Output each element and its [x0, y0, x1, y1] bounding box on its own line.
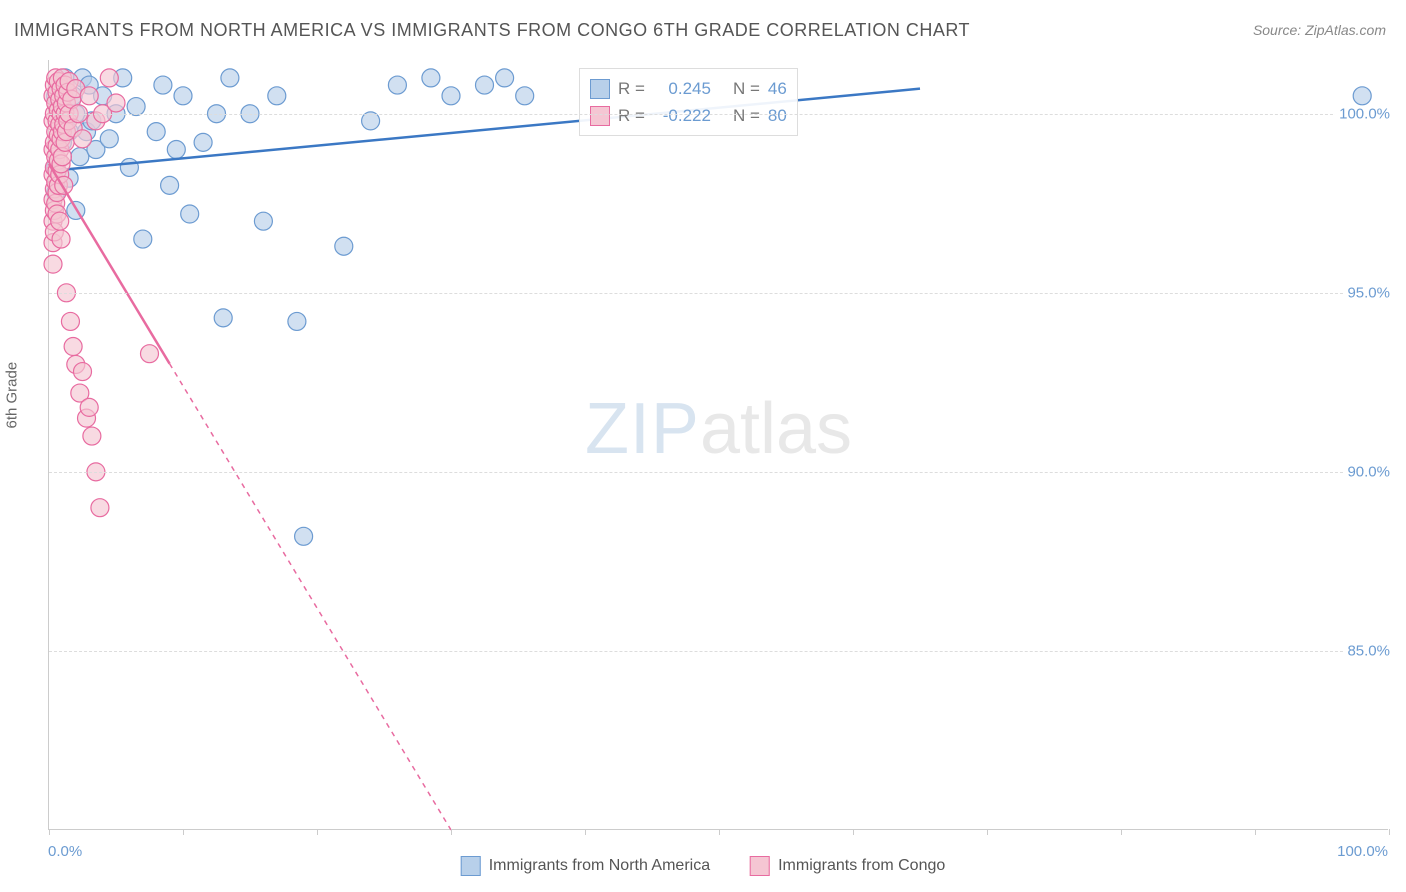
- data-point: [161, 176, 179, 194]
- x-tick: [1121, 829, 1122, 835]
- data-point: [167, 141, 185, 159]
- n-label: N =: [733, 102, 760, 129]
- data-point: [80, 87, 98, 105]
- data-point: [100, 130, 118, 148]
- data-point: [64, 338, 82, 356]
- gridline: [49, 472, 1388, 473]
- data-point: [516, 87, 534, 105]
- data-point: [91, 499, 109, 517]
- x-tick: [1255, 829, 1256, 835]
- data-point: [422, 69, 440, 87]
- data-point: [288, 312, 306, 330]
- stats-row: R = -0.222 N = 80: [590, 102, 787, 129]
- data-point: [100, 69, 118, 87]
- data-point: [194, 133, 212, 151]
- x-axis-max-label: 100.0%: [1337, 843, 1388, 860]
- x-tick: [987, 829, 988, 835]
- gridline: [49, 293, 1388, 294]
- data-point: [147, 123, 165, 141]
- y-tick-label: 85.0%: [1343, 642, 1390, 659]
- chart-title: IMMIGRANTS FROM NORTH AMERICA VS IMMIGRA…: [14, 20, 970, 41]
- data-point: [83, 427, 101, 445]
- bottom-legend: Immigrants from North America Immigrants …: [461, 856, 946, 876]
- n-value: 80: [768, 102, 787, 129]
- x-tick: [451, 829, 452, 835]
- legend-label: Immigrants from North America: [489, 857, 710, 875]
- data-point: [134, 230, 152, 248]
- r-label: R =: [618, 75, 645, 102]
- x-tick: [49, 829, 50, 835]
- data-point: [174, 87, 192, 105]
- data-point: [154, 76, 172, 94]
- plot-region: ZIPatlas R = 0.245N = 46R = -0.222N = 80…: [48, 60, 1388, 830]
- data-point: [52, 230, 70, 248]
- legend-item: Immigrants from North America: [461, 856, 710, 876]
- x-tick: [183, 829, 184, 835]
- source-attribution: Source: ZipAtlas.com: [1253, 22, 1386, 38]
- legend-item: Immigrants from Congo: [750, 856, 945, 876]
- data-point: [442, 87, 460, 105]
- data-point: [388, 76, 406, 94]
- stats-legend: R = 0.245 N = 46 R = -0.222 N = 80: [579, 68, 798, 136]
- data-point: [141, 345, 159, 363]
- plot-svg: [49, 60, 1388, 829]
- data-point: [221, 69, 239, 87]
- legend-label: Immigrants from Congo: [778, 857, 945, 875]
- data-point: [335, 237, 353, 255]
- data-point: [74, 130, 92, 148]
- data-point: [107, 94, 125, 112]
- data-point: [496, 69, 514, 87]
- gridline: [49, 651, 1388, 652]
- legend-swatch: [590, 79, 610, 99]
- data-point: [181, 205, 199, 223]
- n-label: N =: [733, 75, 760, 102]
- stats-row: R = 0.245 N = 46: [590, 75, 787, 102]
- data-point: [295, 527, 313, 545]
- gridline: [49, 114, 1388, 115]
- data-point: [214, 309, 232, 327]
- data-point: [120, 158, 138, 176]
- legend-swatch: [461, 856, 481, 876]
- r-value: -0.222: [653, 102, 711, 129]
- trend-line-dash: [170, 364, 451, 830]
- data-point: [61, 312, 79, 330]
- data-point: [268, 87, 286, 105]
- data-point: [51, 212, 69, 230]
- x-tick: [317, 829, 318, 835]
- n-value: 46: [768, 75, 787, 102]
- data-point: [74, 363, 92, 381]
- r-value: 0.245: [653, 75, 711, 102]
- legend-swatch: [750, 856, 770, 876]
- trend-line: [49, 164, 170, 364]
- data-point: [1353, 87, 1371, 105]
- data-point: [44, 255, 62, 273]
- x-axis-min-label: 0.0%: [48, 843, 82, 860]
- x-tick: [853, 829, 854, 835]
- y-axis-label: 6th Grade: [4, 362, 21, 429]
- y-tick-label: 90.0%: [1343, 463, 1390, 480]
- legend-swatch: [590, 106, 610, 126]
- data-point: [80, 398, 98, 416]
- chart-area: ZIPatlas R = 0.245N = 46R = -0.222N = 80…: [48, 60, 1388, 830]
- x-tick: [585, 829, 586, 835]
- data-point: [71, 148, 89, 166]
- y-tick-label: 95.0%: [1343, 284, 1390, 301]
- x-tick: [719, 829, 720, 835]
- y-tick-label: 100.0%: [1335, 105, 1390, 122]
- data-point: [476, 76, 494, 94]
- r-label: R =: [618, 102, 645, 129]
- x-tick: [1389, 829, 1390, 835]
- data-point: [254, 212, 272, 230]
